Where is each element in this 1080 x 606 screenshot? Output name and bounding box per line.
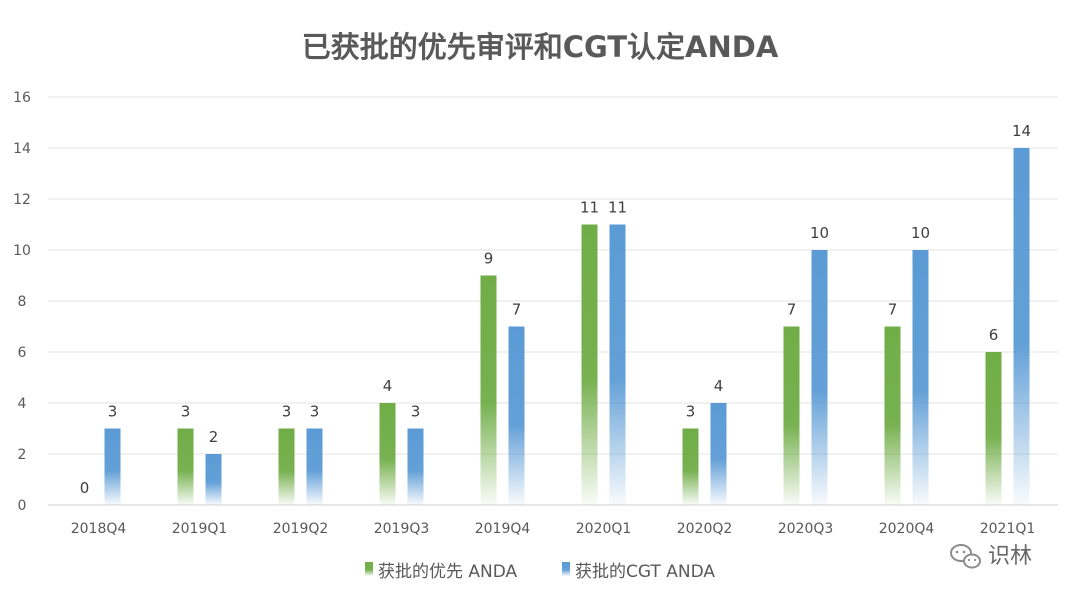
bar-priority-2019Q2 <box>278 428 295 505</box>
data-label: 3 <box>411 403 421 421</box>
x-tick-label: 2020Q3 <box>778 521 834 537</box>
data-label: 2 <box>209 428 219 446</box>
x-tick-label: 2019Q4 <box>475 521 531 537</box>
data-label: 4 <box>383 377 393 395</box>
y-tick-label: 8 <box>18 294 27 310</box>
legend-label: 获批的优先 ANDA <box>378 562 518 582</box>
y-tick-label: 16 <box>13 90 31 106</box>
bar-cgt-2019Q4 <box>508 326 525 505</box>
data-label: 11 <box>580 199 599 217</box>
grid <box>48 96 1058 506</box>
bar-cgt-2019Q1 <box>205 454 222 505</box>
y-axis: 0 2 4 6 8 10 12 14 16 <box>13 90 31 514</box>
y-tick-label: 14 <box>13 141 31 157</box>
y-tick-label: 6 <box>18 345 27 361</box>
y-tick-label: 12 <box>13 192 31 208</box>
bar-cgt-2020Q3 <box>811 250 828 505</box>
bar-cgt-2019Q2 <box>306 428 323 505</box>
bar-cgt-2019Q3 <box>407 428 424 505</box>
x-tick-label: 2018Q4 <box>71 521 127 537</box>
legend-label: 获批的CGT ANDA <box>575 562 715 582</box>
data-label: 6 <box>989 326 999 344</box>
watermark-text: 识林 <box>988 544 1032 569</box>
data-label: 14 <box>1012 122 1031 140</box>
y-tick-label: 2 <box>18 447 27 463</box>
data-label: 10 <box>911 224 930 242</box>
y-tick-label: 4 <box>18 396 27 412</box>
data-label: 3 <box>181 403 191 421</box>
y-tick-label: 0 <box>18 498 27 514</box>
data-label: 9 <box>484 250 494 268</box>
x-tick-label: 2020Q4 <box>879 521 935 537</box>
bar-priority-2020Q2 <box>682 428 699 505</box>
bar-priority-2019Q1 <box>177 428 194 505</box>
bar-priority-2021Q1 <box>985 352 1002 505</box>
x-tick-label: 2020Q2 <box>677 521 733 537</box>
bar-cgt-2020Q1 <box>609 224 626 505</box>
bar-priority-2019Q3 <box>379 403 396 505</box>
wechat-icon <box>950 544 981 569</box>
bar-cgt-2018Q4 <box>104 428 121 505</box>
data-label: 7 <box>512 301 522 319</box>
x-tick-label: 2019Q2 <box>273 521 329 537</box>
bar-priority-2019Q4 <box>480 275 497 505</box>
data-label: 10 <box>810 224 829 242</box>
data-label: 3 <box>686 403 696 421</box>
y-tick-label: 10 <box>13 243 31 259</box>
data-label: 4 <box>714 377 724 395</box>
data-label: 3 <box>108 403 118 421</box>
watermark: 识林 <box>950 544 1032 569</box>
data-label: 0 <box>80 479 90 497</box>
x-tick-label: 2021Q1 <box>980 521 1036 537</box>
bar-cgt-2020Q2 <box>710 403 727 505</box>
bar-priority-2020Q3 <box>783 326 800 505</box>
x-tick-label: 2020Q1 <box>576 521 632 537</box>
x-tick-label: 2019Q3 <box>374 521 430 537</box>
data-label: 3 <box>310 403 320 421</box>
bars <box>104 148 1030 505</box>
bar-cgt-2020Q4 <box>912 250 929 505</box>
bar-priority-2020Q1 <box>581 224 598 505</box>
data-label: 7 <box>787 301 797 319</box>
legend: 获批的优先 ANDA 获批的CGT ANDA <box>365 562 715 582</box>
legend-swatch <box>562 562 570 576</box>
chart-title: 已获批的优先审评和CGT认定ANDA <box>302 30 779 64</box>
bar-cgt-2021Q1 <box>1013 148 1030 505</box>
x-tick-label: 2019Q1 <box>172 521 228 537</box>
bar-priority-2020Q4 <box>884 326 901 505</box>
data-label: 7 <box>888 301 898 319</box>
legend-swatch <box>365 562 373 576</box>
data-label: 11 <box>608 199 627 217</box>
data-label: 3 <box>282 403 292 421</box>
x-axis: 2018Q4 2019Q1 2019Q2 2019Q3 2019Q4 2020Q1 2020… <box>71 521 1036 537</box>
